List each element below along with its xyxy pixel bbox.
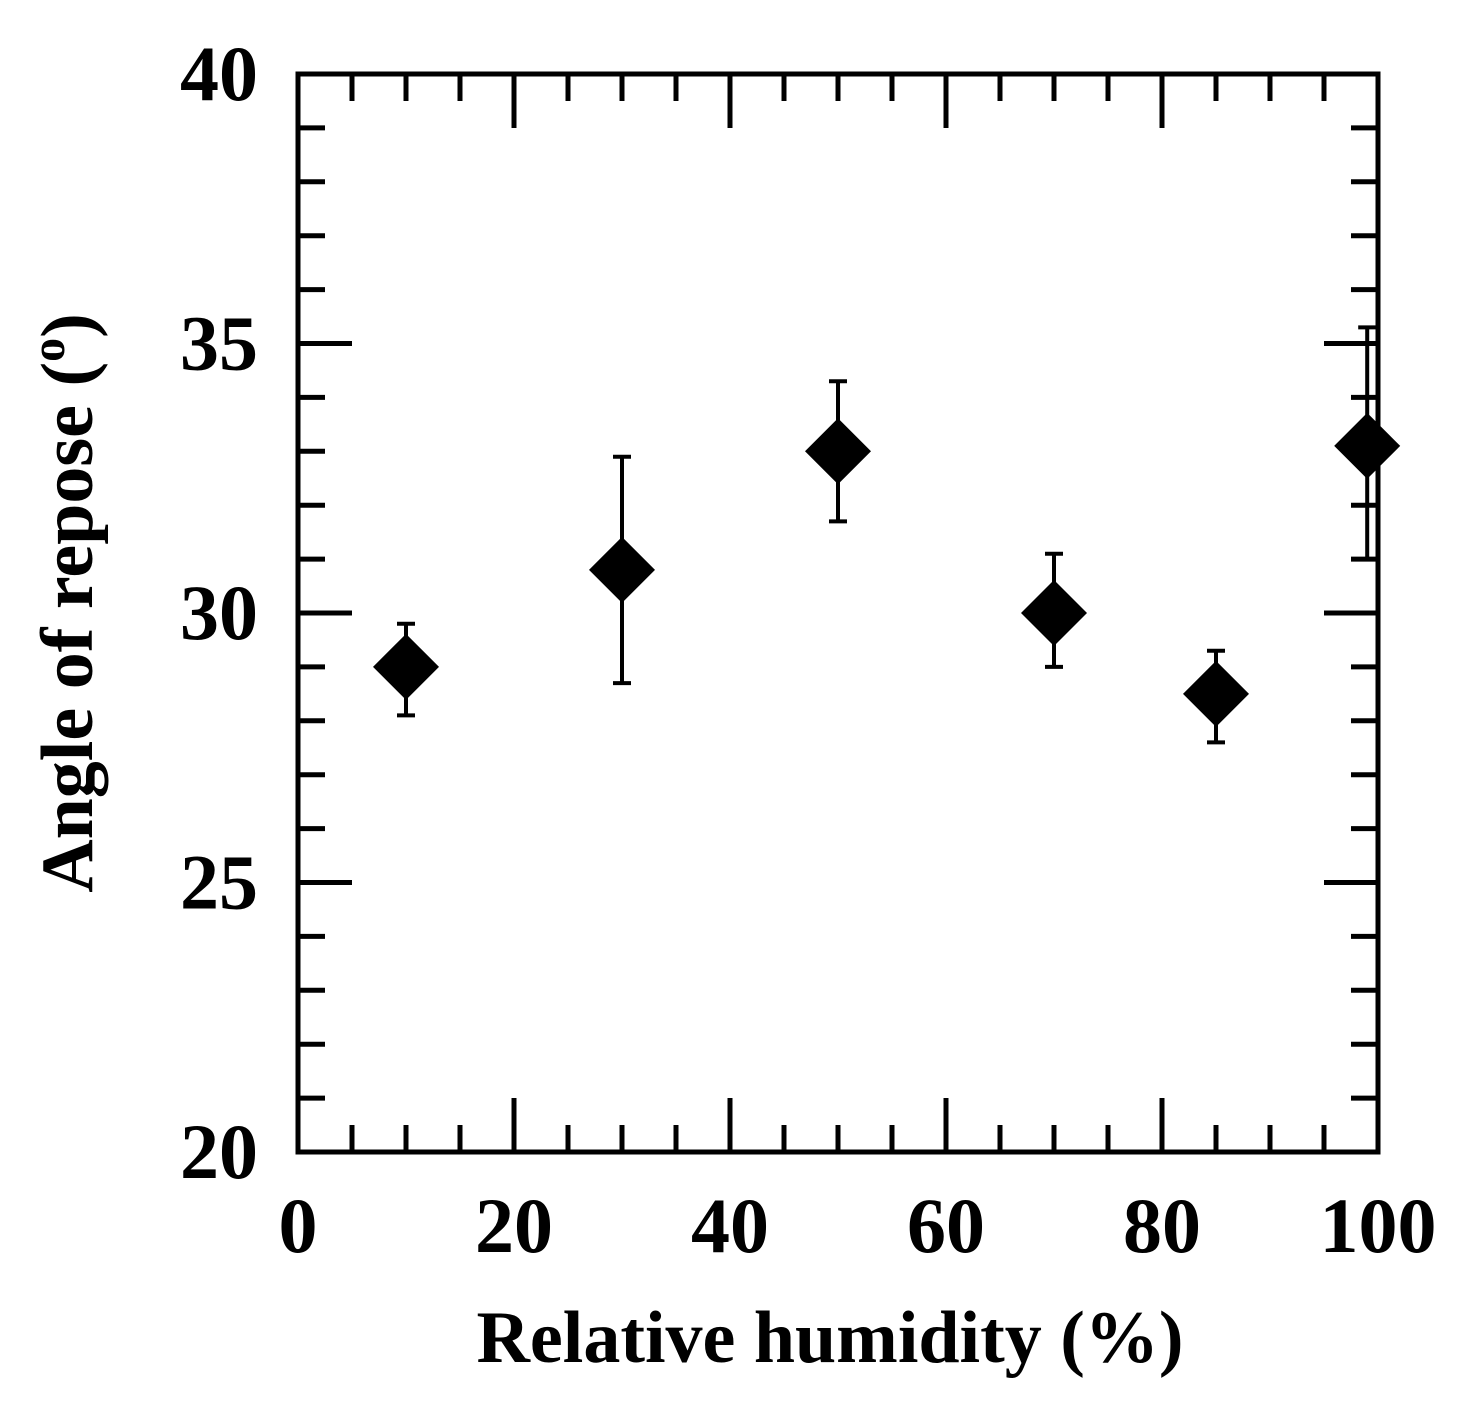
diamond-marker bbox=[805, 418, 871, 485]
plot-border bbox=[295, 71, 1381, 1155]
y-axis-label-degree: o bbox=[22, 338, 75, 362]
diamond-marker bbox=[373, 633, 439, 700]
x-tick-labels: 0 20 40 60 80 100 bbox=[279, 1182, 1437, 1269]
y-axis-label-main: Angle of repose ( bbox=[27, 362, 109, 893]
diamond-marker bbox=[589, 536, 655, 603]
x-tick-label: 20 bbox=[475, 1182, 553, 1269]
y-tick-label: 40 bbox=[180, 30, 258, 117]
axis-ticks bbox=[295, 71, 1381, 1155]
x-tick-label: 100 bbox=[1320, 1182, 1437, 1269]
diamond-marker bbox=[1183, 660, 1249, 727]
y-tick-label: 20 bbox=[180, 1108, 258, 1195]
y-tick-labels: 20 25 30 35 40 bbox=[180, 30, 258, 1195]
y-tick-label: 30 bbox=[180, 569, 258, 656]
data-points bbox=[373, 412, 1401, 727]
y-tick-label: 35 bbox=[180, 300, 258, 387]
plot-frame bbox=[295, 71, 1381, 1155]
x-axis-label: Relative humidity (%) bbox=[476, 1297, 1183, 1379]
y-axis-label-end: ) bbox=[27, 313, 109, 338]
x-tick-label: 0 bbox=[279, 1182, 318, 1269]
x-tick-label: 80 bbox=[1123, 1182, 1201, 1269]
y-axis-label: Angle of repose (o) bbox=[22, 313, 109, 893]
diamond-marker bbox=[1021, 580, 1087, 646]
x-tick-label: 40 bbox=[691, 1182, 769, 1269]
y-tick-label: 25 bbox=[180, 839, 258, 926]
diamond-marker bbox=[1334, 412, 1401, 479]
x-tick-label: 60 bbox=[907, 1182, 985, 1269]
